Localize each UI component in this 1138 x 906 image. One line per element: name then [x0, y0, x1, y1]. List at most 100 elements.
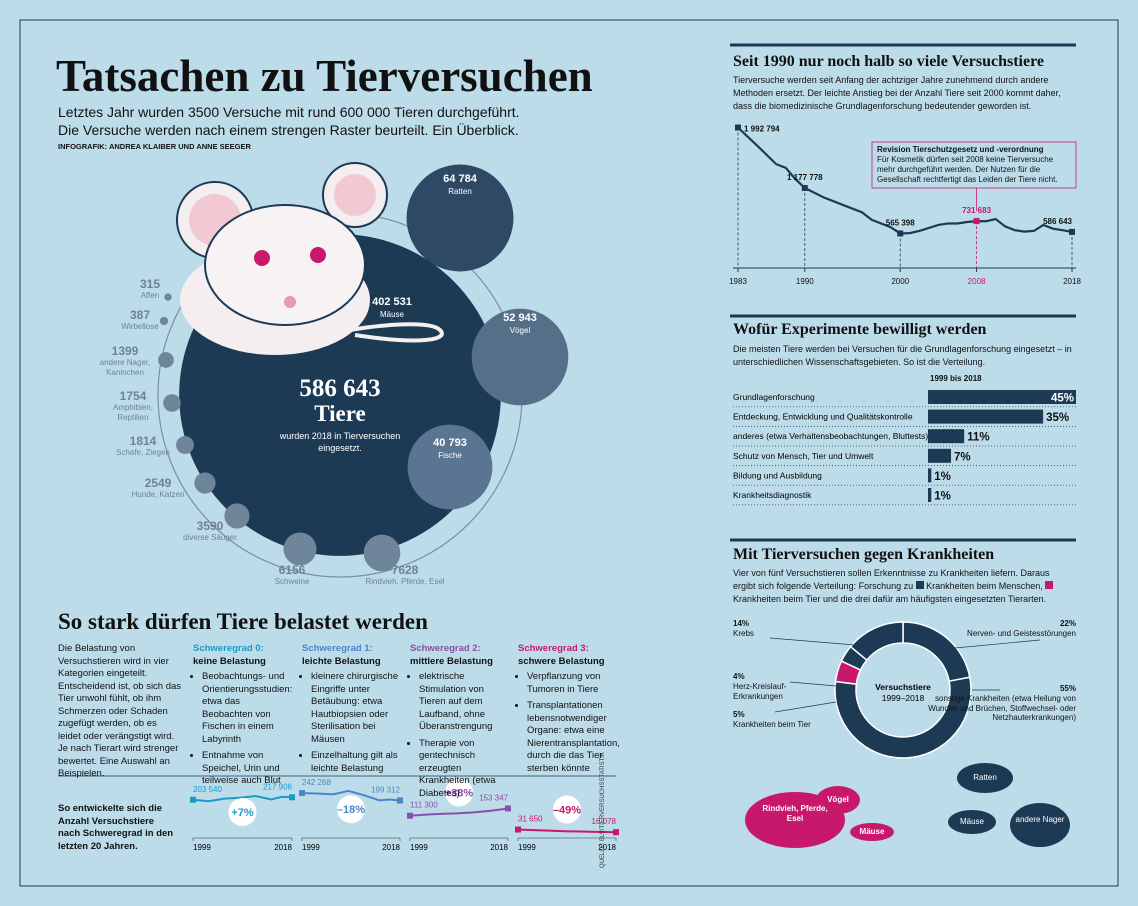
level-list: elektrische Stimulation von Tieren auf d… — [410, 671, 510, 800]
level-item: Entnahme von Speichel, Urin und teilweis… — [202, 750, 293, 788]
bubble-label: Mäuse — [379, 310, 404, 319]
value-label: 4% — [733, 672, 745, 681]
bar — [928, 448, 952, 463]
bubble — [159, 316, 169, 326]
value-label: 22% — [1059, 619, 1076, 628]
point — [801, 185, 808, 192]
level-name: mittlere Belastung — [410, 655, 493, 667]
x-tick-label: 2018 — [382, 843, 400, 852]
total-unit: Tiere — [314, 401, 366, 426]
value-label: 153 347 — [479, 793, 508, 802]
point — [735, 124, 741, 131]
total-caption: wurden 2018 in Tierversuchen eingesetzt. — [279, 431, 401, 453]
point — [515, 826, 521, 833]
bubble-value: 1754 — [119, 389, 147, 403]
legend-swatch — [1045, 581, 1054, 589]
change-badge — [228, 798, 257, 827]
bubble — [363, 534, 401, 572]
value-label: 242 268 — [302, 778, 331, 787]
bubble-label: Schweine — [274, 577, 310, 586]
level-grade: Schweregrad 0: — [193, 643, 264, 654]
bar — [928, 468, 932, 483]
category-label: Nerven- und Geistesstörungen — [967, 629, 1076, 638]
animal-icon — [957, 763, 1013, 793]
title: Tatsachen zu Tierversuchen — [56, 51, 593, 101]
bubble-value: 1399 — [111, 344, 139, 358]
value-label: 16 078 — [592, 817, 617, 826]
animal-label: Mäuse — [859, 827, 885, 836]
level-item: Einzelhaltung gilt als leichte Belastung — [311, 750, 402, 775]
bubble — [176, 436, 194, 454]
category-label: Herz-Kreislauf-Erkrankungen — [733, 682, 787, 701]
x-tick-label: 2008 — [968, 277, 986, 286]
level-list: Verpflanzung von Tumoren in Tiere Transpl… — [518, 671, 620, 775]
bubble — [407, 424, 493, 510]
animal-label: Ratten — [973, 773, 997, 782]
level-grade: Schweregrad 2: — [410, 643, 481, 654]
bubble-label: Ratten — [448, 187, 472, 196]
section-text: Die meisten Tiere werden bei Versuchen f… — [733, 344, 1072, 367]
section-title: Wofür Experimente bewilligt werden — [733, 321, 987, 338]
value-label: 586 643 — [1043, 217, 1072, 226]
bubble — [406, 164, 514, 272]
sparkline — [301, 789, 401, 802]
bar — [928, 390, 1076, 404]
text: Krankheiten beim Tier und die drei dafür… — [733, 594, 1047, 604]
value-label: 1 177 778 — [787, 173, 823, 182]
text: Krankheiten beim Menschen, — [926, 581, 1043, 591]
change-badge — [445, 778, 473, 807]
level: Schweregrad 2:mittlere Belastung elektris… — [410, 643, 510, 804]
subtitle: Letztes Jahr wurden 3500 Versuche mit ru… — [58, 104, 520, 138]
credit: INFOGRAFIK: ANDREA KLAIBER UND ANNE SEEG… — [58, 142, 251, 151]
category-label: sonstige Krankheiten (etwa Heilung von W… — [928, 694, 1076, 722]
sparkline — [517, 828, 617, 834]
level-item: kleinere chirurgische Eingriffe unter Be… — [311, 671, 402, 746]
bubble-value: 40 793 — [433, 437, 467, 449]
total-value: 586 643 — [299, 375, 381, 402]
center-label: Versuchstiere — [875, 682, 931, 692]
bar — [928, 429, 965, 444]
category-label: Schutz von Mensch, Tier und Umwelt — [733, 451, 874, 461]
bubble — [283, 532, 317, 566]
bubble-label: andere Nager, Kaninchen — [99, 358, 151, 377]
point — [397, 797, 403, 804]
value-label: 565 398 — [886, 218, 915, 227]
level-name: leichte Belastung — [302, 655, 381, 667]
level-item: elektrische Stimulation von Tieren auf d… — [419, 671, 510, 734]
level-list: Beobachtungs- und Orientierungsstudien: … — [193, 671, 293, 788]
annotation-box — [871, 141, 1077, 189]
animal-icon — [816, 786, 860, 814]
x-tick-label: 1999 — [302, 843, 320, 852]
animal-icon — [948, 810, 996, 834]
level-item: Therapie von gentechnisch erzeugten Kran… — [419, 738, 510, 801]
value-label: 5% — [733, 710, 745, 719]
level-name: schwere Belastung — [518, 655, 605, 667]
bubble-value: 387 — [129, 308, 151, 322]
change-label: –18% — [337, 804, 365, 816]
value-label: 14% — [733, 619, 750, 628]
category-label: Krankheiten beim Tier — [733, 720, 811, 729]
illustration — [254, 250, 270, 266]
bubble-label: Wirbellose — [121, 322, 159, 331]
bubble — [194, 472, 216, 494]
x-tick-label: 1990 — [796, 277, 814, 286]
point — [973, 218, 980, 225]
level: Schweregrad 3:schwere Belastung Verpflanz… — [518, 643, 620, 779]
period-label: 1999 bis 2018 — [930, 374, 982, 383]
bubble — [471, 308, 569, 406]
bubble-label: Vögel — [509, 326, 531, 335]
bubble — [164, 293, 172, 301]
point — [1069, 228, 1075, 235]
section-title: Mit Tierversuchen gegen Krankheiten — [733, 546, 995, 563]
level: Schweregrad 1:leichte Belastung kleinere … — [302, 643, 402, 779]
leader — [769, 637, 856, 646]
bubble-value: 3590 — [196, 519, 224, 533]
section-text: Vier von fünf Versuchstieren sollen Erke… — [733, 567, 1073, 606]
value-label: 31 650 — [518, 815, 543, 824]
animal-label: Rindvieh, Pferde, Esel — [762, 804, 828, 823]
bubble-value: 2549 — [144, 476, 172, 490]
value-label: 1% — [934, 491, 951, 503]
point — [897, 230, 904, 237]
